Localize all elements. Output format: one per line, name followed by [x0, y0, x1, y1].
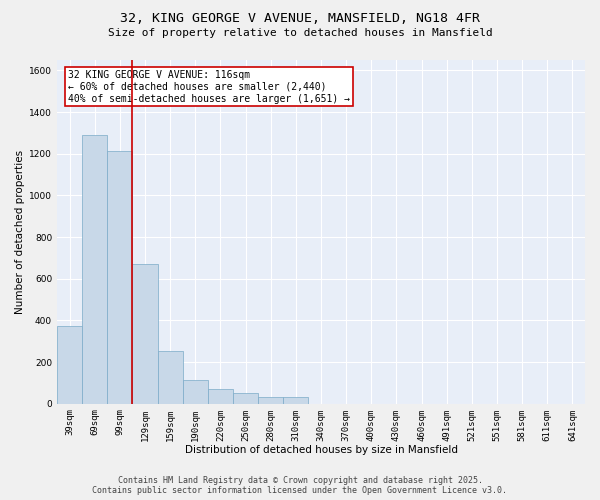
Text: Size of property relative to detached houses in Mansfield: Size of property relative to detached ho…	[107, 28, 493, 38]
Bar	[82, 135, 107, 404]
X-axis label: Distribution of detached houses by size in Mansfield: Distribution of detached houses by size …	[185, 445, 458, 455]
Text: 32 KING GEORGE V AVENUE: 116sqm
← 60% of detached houses are smaller (2,440)
40%: 32 KING GEORGE V AVENUE: 116sqm ← 60% of…	[68, 70, 350, 104]
Bar	[258, 398, 283, 404]
Bar	[158, 350, 183, 404]
Bar	[233, 394, 258, 404]
Bar	[208, 389, 233, 404]
Text: 32, KING GEORGE V AVENUE, MANSFIELD, NG18 4FR: 32, KING GEORGE V AVENUE, MANSFIELD, NG1…	[120, 12, 480, 26]
Bar	[107, 150, 133, 404]
Bar	[183, 380, 208, 404]
Y-axis label: Number of detached properties: Number of detached properties	[15, 150, 25, 314]
Bar	[283, 398, 308, 404]
Bar	[133, 264, 158, 404]
Text: Contains HM Land Registry data © Crown copyright and database right 2025.
Contai: Contains HM Land Registry data © Crown c…	[92, 476, 508, 495]
Bar	[57, 326, 82, 404]
